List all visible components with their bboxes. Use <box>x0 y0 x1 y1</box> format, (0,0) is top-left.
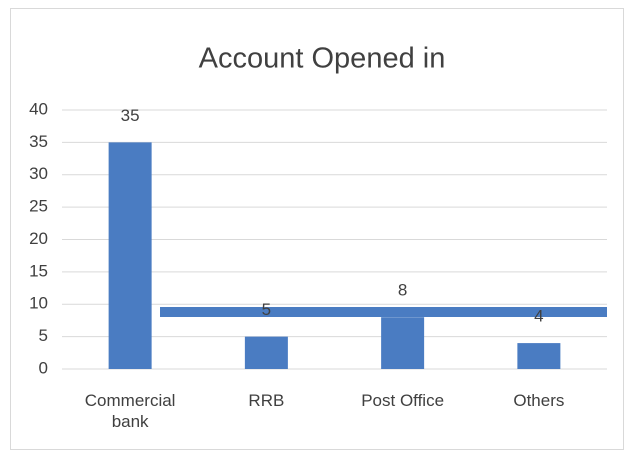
x-tick-label: Commercial bank <box>84 391 176 431</box>
x-tick-label-box: Post Office <box>361 391 445 410</box>
x-tick-label: RRB <box>248 391 285 410</box>
x-tick-label-box: RRB <box>248 391 285 410</box>
y-tick-label: 10 <box>29 294 48 313</box>
x-tick-label: Others <box>513 391 565 410</box>
data-label: 5 <box>262 300 271 319</box>
grid <box>62 109 607 370</box>
y-tick-label: 5 <box>39 326 48 345</box>
overlay-band <box>160 307 607 317</box>
labels: 0 5 10 15 20 25 30 35 40 Commercial bank 35 RRB 5 Pos… <box>29 99 565 431</box>
data-label: 4 <box>534 307 543 326</box>
bar <box>381 317 425 369</box>
y-tick-label: 40 <box>29 99 48 118</box>
y-tick-label: 25 <box>29 197 48 216</box>
y-tick-label: 30 <box>29 164 48 183</box>
y-tick-label: 20 <box>29 229 48 248</box>
x-tick-label-box: Others <box>513 391 565 410</box>
marks <box>108 142 561 369</box>
data-label: 35 <box>121 106 140 125</box>
bar <box>517 343 561 369</box>
y-tick-label: 15 <box>29 261 48 280</box>
data-label: 8 <box>398 281 407 300</box>
bar <box>108 142 152 369</box>
x-tick-label-box: Commercial bank <box>84 391 176 431</box>
x-tick-label: Post Office <box>361 391 445 410</box>
y-tick-label: 0 <box>39 358 48 377</box>
bar <box>244 336 288 369</box>
y-tick-label: 35 <box>29 132 48 151</box>
chart-title: Account Opened in <box>199 43 446 75</box>
